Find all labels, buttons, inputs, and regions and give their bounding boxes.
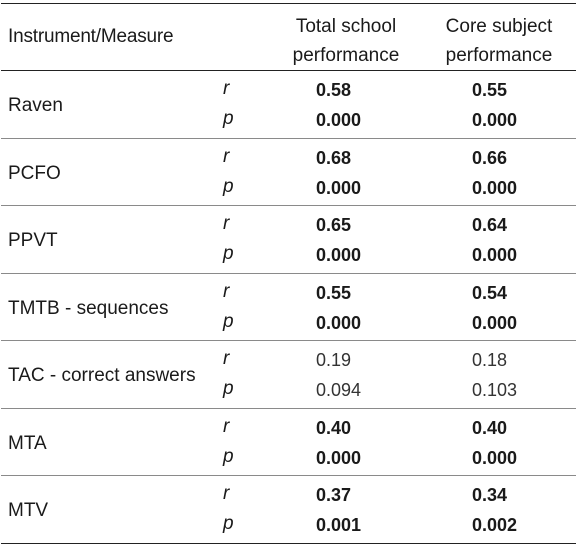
- core-subject-r-value: 0.18: [472, 350, 508, 370]
- table-row: Raven r p 0.58 0.000 0.55 0.000: [1, 71, 576, 139]
- row-measure-name: TMTB - sequences: [8, 297, 169, 319]
- p-label: p: [223, 175, 234, 197]
- row-measure-name: PPVT: [8, 230, 58, 251]
- r-label: r: [223, 415, 230, 437]
- core-subject-r-value: 0.55: [472, 80, 508, 100]
- header-total-school-performance: Total school performance: [292, 16, 400, 66]
- total-school-p-value: 0.000: [316, 110, 362, 130]
- total-school-r-value: 0.37: [316, 485, 352, 505]
- table-row: MTA r p 0.40 0.000 0.40 0.000: [1, 409, 576, 476]
- total-school-r-value: 0.65: [316, 215, 352, 235]
- correlation-table: Instrument/Measure Total school performa…: [1, 3, 576, 544]
- core-subject-p-value: 0.103: [472, 380, 518, 400]
- r-label: r: [223, 280, 230, 302]
- p-label: p: [223, 108, 234, 129]
- core-subject-p-value: 0.000: [472, 245, 518, 265]
- row-measure-name: MTV: [8, 500, 49, 521]
- p-label: p: [223, 378, 234, 399]
- total-school-p-value: 0.000: [316, 245, 362, 265]
- core-subject-r-value: 0.64: [472, 215, 508, 235]
- total-school-r-value: 0.68: [316, 147, 352, 168]
- total-school-r-value: 0.19: [316, 350, 352, 370]
- p-label: p: [223, 310, 234, 332]
- row-measure-name: Raven: [8, 95, 63, 116]
- r-label: r: [223, 78, 230, 99]
- r-label: r: [223, 213, 230, 234]
- table-row: TMTB - sequences r p 0.55 0.000 0.54 0.000: [1, 274, 576, 341]
- row-measure-name: PCFO: [8, 162, 61, 184]
- p-label: p: [223, 243, 234, 264]
- core-subject-p-value: 0.002: [472, 515, 518, 535]
- total-school-r-value: 0.58: [316, 80, 352, 100]
- core-subject-p-value: 0.000: [472, 447, 518, 468]
- total-school-p-value: 0.000: [316, 447, 362, 468]
- core-subject-r-value: 0.40: [472, 417, 508, 438]
- r-label: r: [223, 348, 230, 369]
- table-row: MTV r p 0.37 0.001 0.34 0.002: [1, 476, 576, 544]
- row-measure-name: TAC - correct answers: [8, 365, 196, 386]
- core-subject-r-value: 0.34: [472, 485, 508, 505]
- core-subject-r-value: 0.66: [472, 147, 508, 168]
- row-measure-name: MTA: [8, 432, 47, 454]
- table-row: TAC - correct answers r p 0.19 0.094 0.18 0.10…: [1, 341, 576, 409]
- total-school-p-value: 0.094: [316, 380, 362, 400]
- total-school-r-value: 0.55: [316, 282, 352, 303]
- total-school-p-value: 0.001: [316, 515, 362, 535]
- core-subject-r-value: 0.54: [472, 282, 508, 303]
- core-subject-p-value: 0.000: [472, 312, 518, 333]
- total-school-p-value: 0.000: [316, 177, 362, 198]
- table-header: Instrument/Measure Total school performa…: [1, 3, 576, 71]
- total-school-r-value: 0.40: [316, 417, 352, 438]
- p-label: p: [223, 513, 234, 534]
- core-subject-p-value: 0.000: [472, 177, 518, 198]
- r-label: r: [223, 145, 230, 167]
- table-row: PCFO r p 0.68 0.000 0.66 0.000: [1, 139, 576, 206]
- table-body: Raven r p 0.58 0.000 0.55 0.000 PCFO r p 0.68 0.000…: [1, 71, 576, 544]
- header-core-subject-performance: Core subject performance: [445, 16, 553, 66]
- p-label: p: [223, 445, 234, 467]
- r-label: r: [223, 483, 230, 504]
- header-measure: Instrument/Measure: [8, 26, 174, 47]
- core-subject-p-value: 0.000: [472, 110, 518, 130]
- table-row: PPVT r p 0.65 0.000 0.64 0.000: [1, 206, 576, 274]
- total-school-p-value: 0.000: [316, 312, 362, 333]
